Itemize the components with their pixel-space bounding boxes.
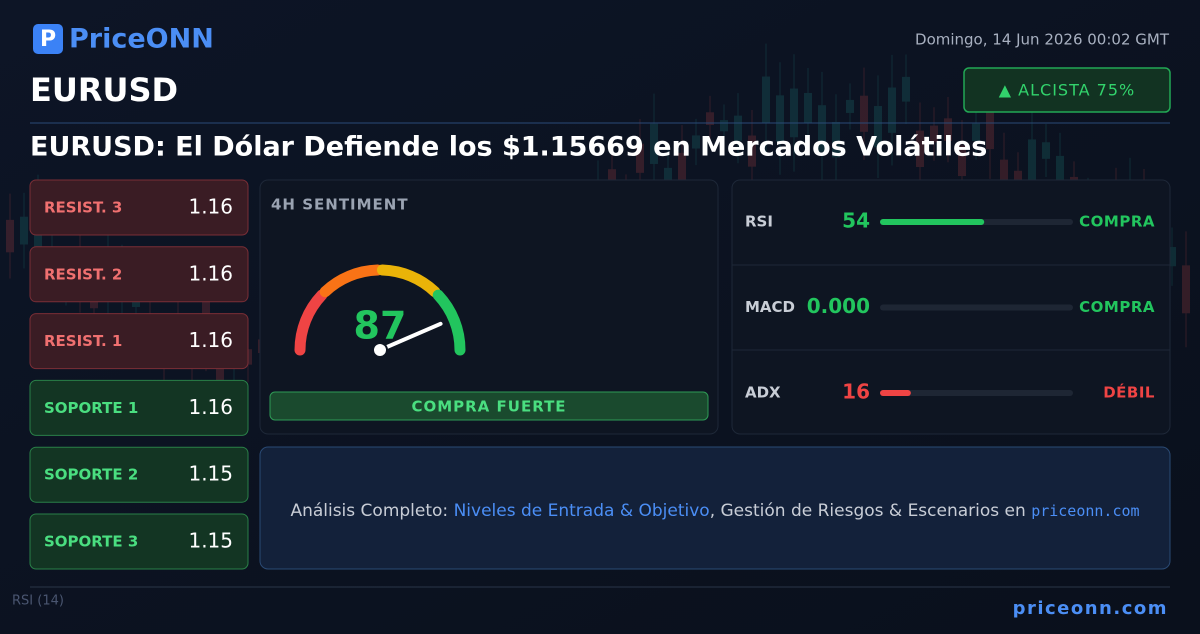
logo: PriceONN (69, 24, 214, 55)
bg-candle (804, 92, 812, 123)
level-label: RESIST. 2 (44, 265, 122, 283)
gauge-needle (378, 321, 443, 352)
promo-site[interactable]: priceonn.com (1031, 502, 1139, 520)
bg-candle (748, 135, 756, 167)
bg-candle (902, 76, 910, 102)
promo-middle: , Gestión de Riesgos & Escenarios en (710, 501, 1032, 521)
indicator-value: 0.000 (807, 294, 870, 318)
bg-candle (832, 121, 840, 158)
level-label: RESIST. 3 (44, 199, 122, 217)
logo-icon-letter: P (40, 27, 56, 52)
gauge-hub (372, 342, 388, 358)
level-label: SOPORTE 3 (44, 533, 138, 551)
promo: Análisis Completo: Niveles de Entrada & … (290, 501, 1139, 521)
promo-link[interactable]: Niveles de Entrada & Objetivo (454, 501, 710, 521)
indicator-bar (880, 219, 985, 225)
footer-site[interactable]: priceonn.com (1013, 598, 1168, 619)
bg-candle (1000, 159, 1008, 194)
bg-candle (930, 125, 938, 143)
level-box (29, 446, 249, 503)
gauge-segment (319, 264, 384, 298)
trend-badge-text: ▲ ALCISTA 75% (999, 81, 1135, 100)
bg-candle (1028, 139, 1036, 186)
level-value: 1.16 (188, 195, 233, 219)
bg-candle (720, 120, 728, 132)
verdict: COMPRA FUERTE (411, 398, 566, 416)
level-label: RESIST. 1 (44, 332, 122, 350)
level-label: SOPORTE 2 (44, 466, 138, 484)
level-label: SOPORTE 1 (44, 399, 138, 417)
bg-candle (650, 123, 658, 164)
logo-icon (33, 24, 63, 54)
bg-candle (762, 76, 770, 123)
indicator-bar (880, 390, 911, 396)
bg-candle (874, 106, 882, 148)
indicator-name: ADX (745, 384, 781, 402)
bg-candle (678, 152, 686, 189)
sentiment-panel (259, 179, 719, 435)
bg-candle (20, 216, 28, 245)
symbol: EURUSD (30, 71, 178, 109)
bg-candle (1168, 247, 1176, 267)
level-box (29, 179, 249, 236)
bg-candle (986, 109, 994, 150)
bg-candle (692, 135, 700, 149)
level-value: 1.16 (188, 328, 233, 352)
level-value: 1.16 (188, 395, 233, 419)
indicator-name: RSI (745, 213, 773, 231)
indicator-track (880, 390, 1073, 396)
level-box (29, 513, 249, 570)
bg-candle (846, 99, 854, 113)
bg-candle (944, 118, 952, 141)
bg-candle (860, 95, 868, 132)
date: Domingo, 14 Jun 2026 00:02 GMT (915, 31, 1170, 49)
bg-candle (972, 123, 980, 142)
indicator-signal: COMPRA (1079, 298, 1155, 316)
gauge-value: 87 (354, 304, 407, 348)
verdict-badge (269, 391, 709, 421)
bg-candle (734, 115, 742, 141)
level-value: 1.16 (188, 261, 233, 285)
level-box (29, 246, 249, 303)
background-label: RSI (14) (12, 594, 64, 609)
indicator-track (880, 304, 1073, 311)
level-box (29, 313, 249, 370)
bg-candle (888, 87, 896, 133)
bg-candle (776, 95, 784, 142)
gauge-segment (432, 289, 466, 356)
bg-candle (916, 130, 924, 168)
level-value: 1.15 (188, 529, 233, 553)
indicator-value: 54 (842, 209, 870, 233)
indicator-name: MACD (745, 298, 795, 316)
bg-candle (818, 105, 826, 152)
indicator-signal: COMPRA (1079, 213, 1155, 231)
bg-candle (790, 88, 798, 138)
level-box (29, 379, 249, 436)
bg-candle (706, 112, 714, 126)
bg-candle (1014, 170, 1022, 188)
indicator-signal: DÉBIL (1103, 383, 1155, 402)
bg-candle (6, 219, 14, 253)
gauge-segment (294, 289, 328, 356)
trend-badge (963, 67, 1171, 113)
gauge-segment (376, 264, 441, 298)
bg-candle (1182, 265, 1190, 314)
bg-candle (1042, 142, 1050, 159)
level-value: 1.15 (188, 462, 233, 486)
headline: EURUSD: El Dólar Defiende los $1.15669 e… (30, 132, 987, 163)
bg-candle (958, 145, 966, 177)
promo-box (259, 446, 1171, 570)
sentiment-title: 4H SENTIMENT (271, 196, 409, 214)
indicator-value: 16 (842, 380, 870, 404)
bg-candle (1056, 155, 1064, 182)
bg-candle (636, 143, 644, 173)
bg-candle (608, 169, 616, 186)
promo-lead: Análisis Completo: (290, 501, 453, 521)
